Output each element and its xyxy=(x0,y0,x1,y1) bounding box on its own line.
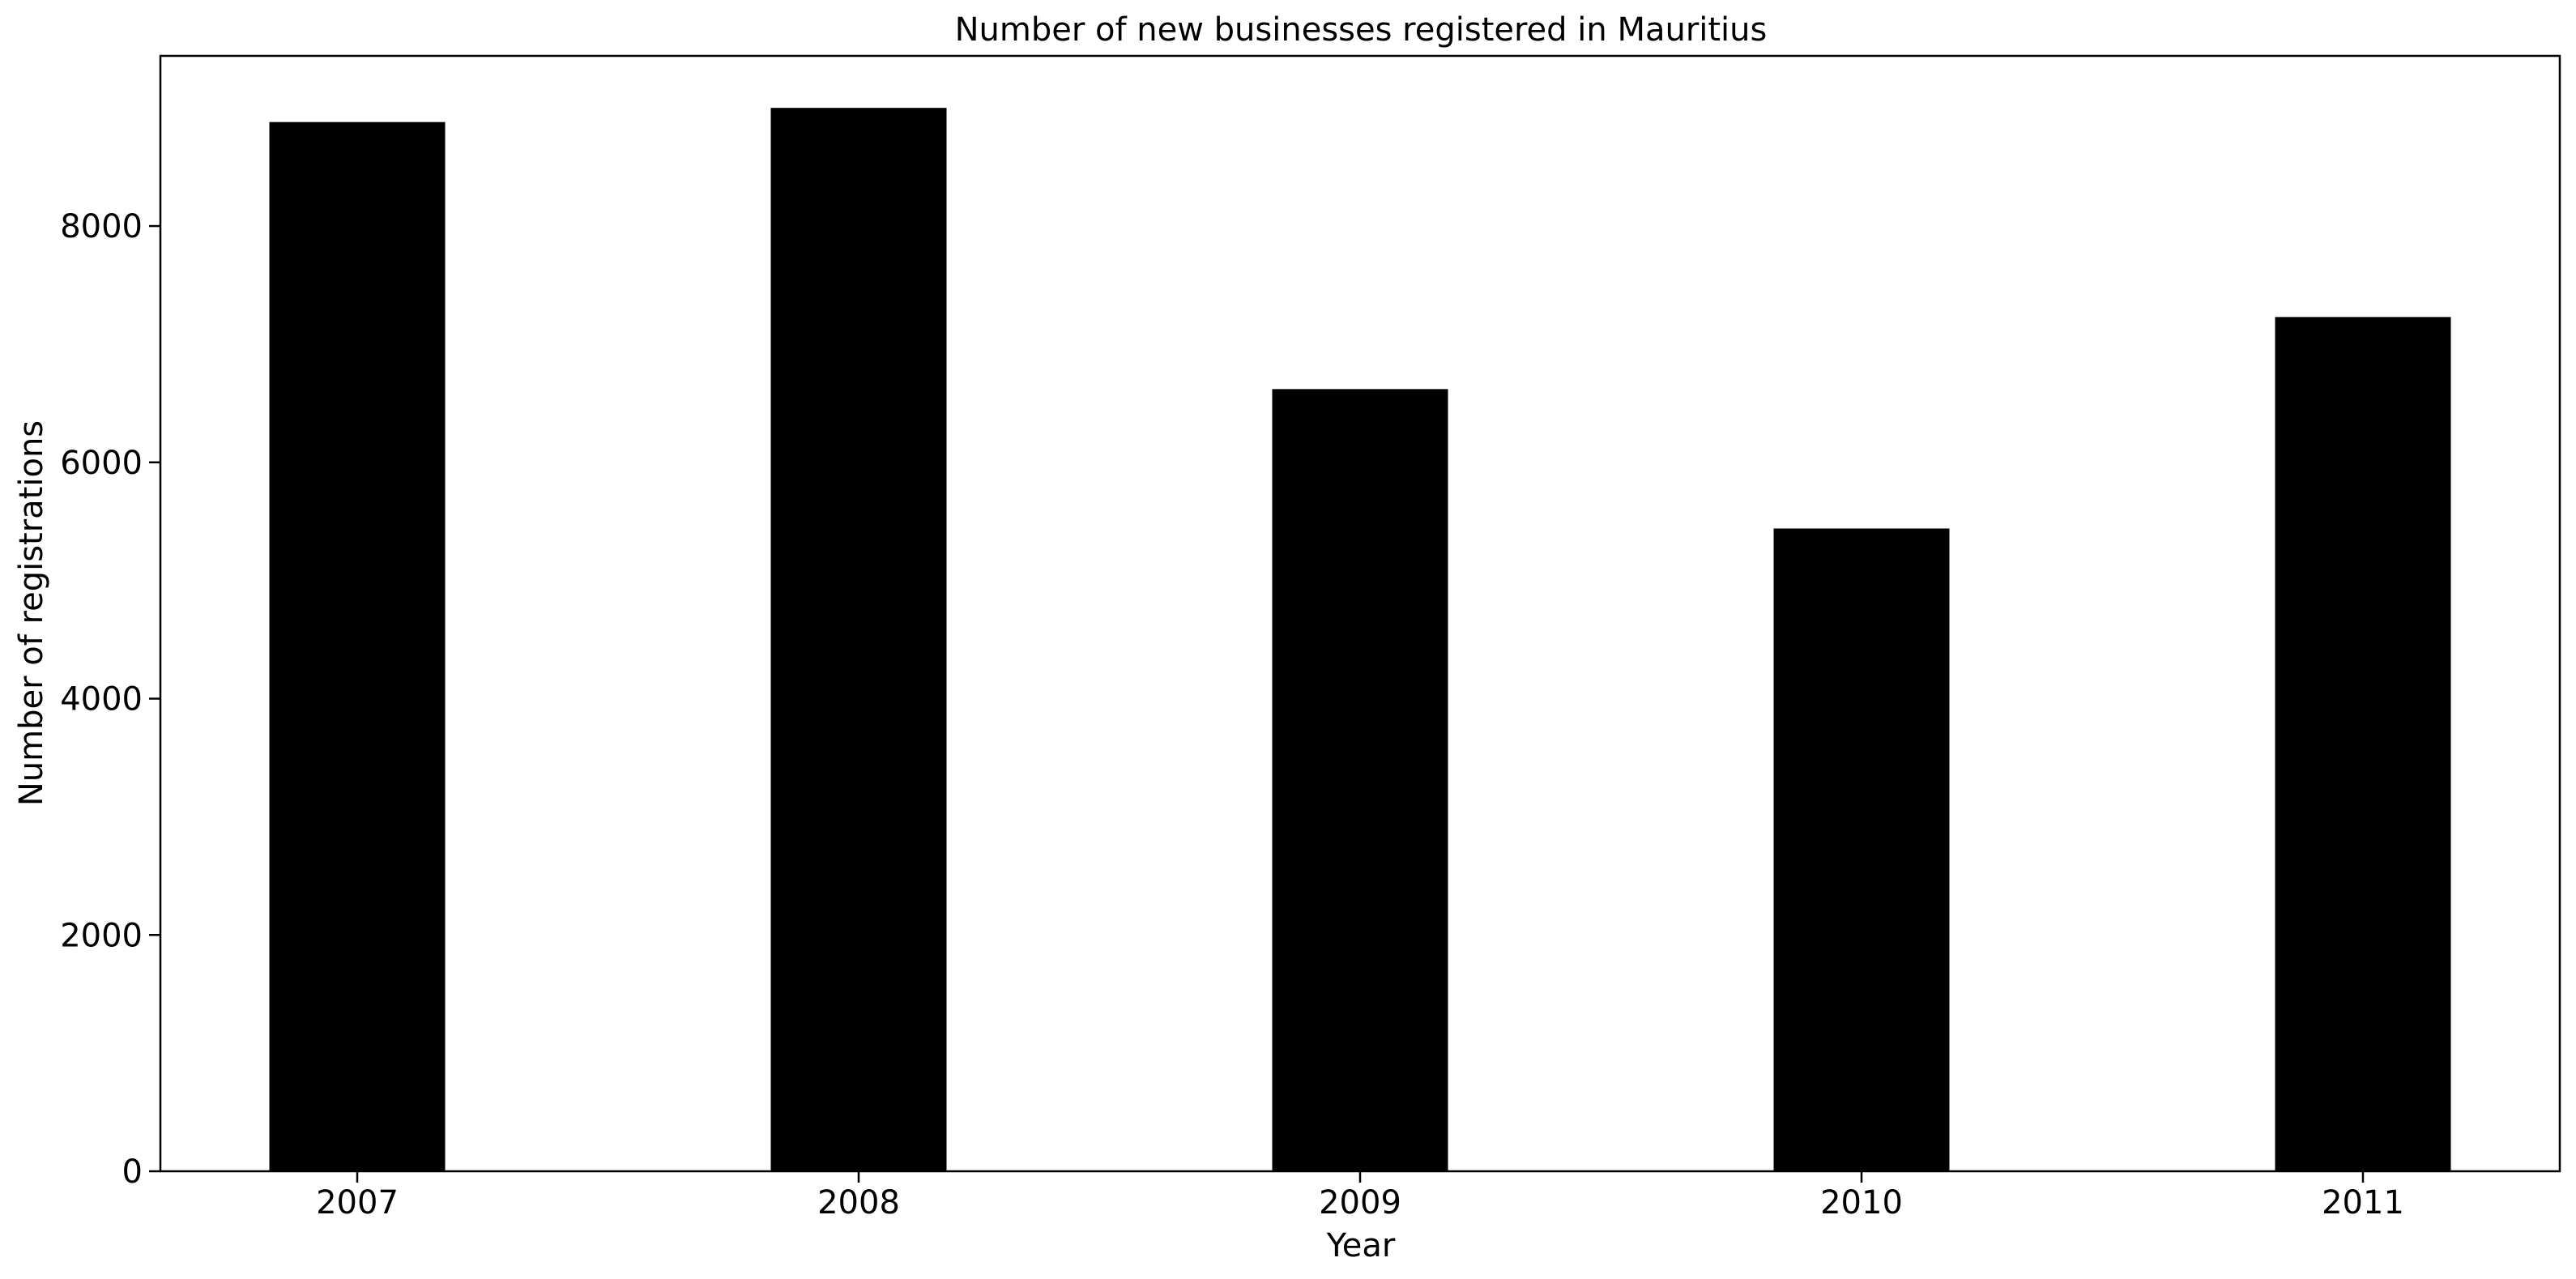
y-tick-label: 6000 xyxy=(60,445,143,482)
bar-2009 xyxy=(1272,389,1448,1171)
x-tick-label: 2008 xyxy=(817,1184,900,1221)
y-axis-ticks: 0 2000 4000 6000 8000 xyxy=(60,208,160,1191)
bar-2008 xyxy=(770,108,947,1171)
x-tick-label: 2007 xyxy=(316,1184,399,1221)
bar-2011 xyxy=(2275,317,2451,1172)
bar-2007 xyxy=(269,122,446,1172)
y-tick-label: 2000 xyxy=(60,917,143,954)
x-tick-label: 2011 xyxy=(2322,1184,2404,1221)
x-tick-label: 2009 xyxy=(1319,1184,1401,1221)
x-axis-title: Year xyxy=(1326,1227,1396,1264)
y-tick-label: 4000 xyxy=(60,681,143,718)
bars-group xyxy=(269,108,2451,1172)
y-tick-label: 8000 xyxy=(60,208,143,245)
y-tick-label: 0 xyxy=(122,1153,143,1191)
x-tick-label: 2010 xyxy=(1820,1184,1903,1221)
x-axis-ticks: 2007 2008 2009 2010 2011 xyxy=(316,1171,2404,1221)
plot-frame xyxy=(159,54,2561,1173)
bar-2010 xyxy=(1773,528,1950,1171)
y-axis-title: Number of registrations xyxy=(13,420,50,806)
chart-title: Number of new businesses registered in M… xyxy=(955,11,1768,49)
